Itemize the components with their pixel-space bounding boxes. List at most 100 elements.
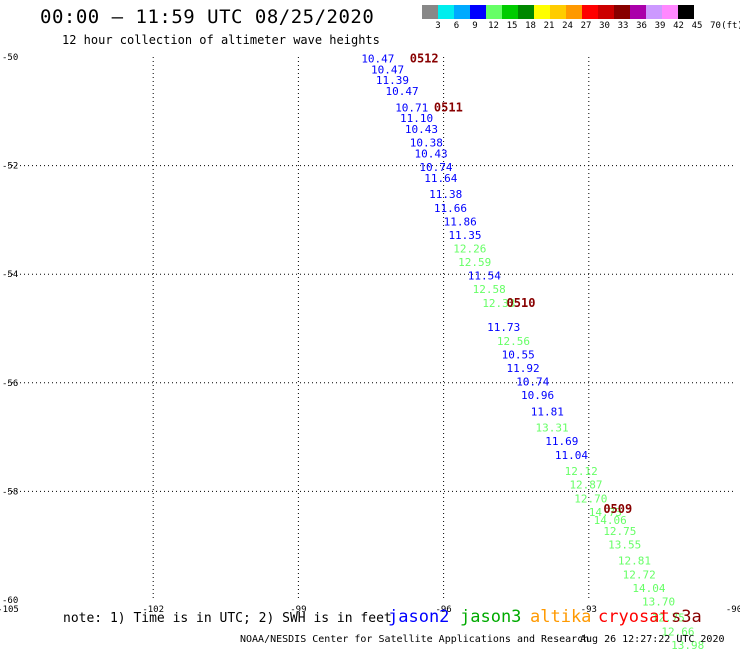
data-label-jason2: 10.71 <box>395 101 428 114</box>
color-scale-label: 70 <box>710 21 721 31</box>
data-label-jason3: 12.12 <box>565 465 598 478</box>
color-scale-swatch <box>422 5 438 19</box>
color-scale-swatch <box>646 5 662 19</box>
legend-jason3: jason3 <box>460 607 522 627</box>
color-scale-swatch <box>662 5 678 19</box>
data-label-jason2: 10.47 <box>386 85 419 98</box>
color-scale-swatch <box>614 5 630 19</box>
data-label-jason3: 12.75 <box>603 525 636 538</box>
data-label-jason2: 11.66 <box>434 202 467 215</box>
data-label-jason3: 13.70 <box>642 595 675 608</box>
data-label-jason2: 11.54 <box>468 270 501 283</box>
data-label-jason3: 14.73 <box>589 506 622 519</box>
color-scale-swatch <box>582 5 598 19</box>
color-scale-label: (ft) <box>721 21 740 31</box>
chart-subtitle: 12 hour collection of altimeter wave hei… <box>62 33 380 47</box>
color-scale-label: 21 <box>543 21 555 31</box>
data-label-jason2: 11.81 <box>531 405 564 418</box>
data-label-jason2: 11.64 <box>424 172 457 185</box>
color-scale-swatch <box>566 5 582 19</box>
color-scale-swatch <box>470 5 486 19</box>
y-tick-label: -58 <box>2 487 18 497</box>
data-label-jason3: 13.55 <box>608 538 641 551</box>
y-tick-label: -60 <box>2 596 18 606</box>
color-scale-swatch <box>518 5 534 19</box>
x-tick-label: -102 <box>142 605 164 615</box>
data-label-jason3: 12.26 <box>453 242 486 255</box>
data-label-jason2: 11.73 <box>487 321 520 334</box>
data-label-jason2: 11.69 <box>545 435 578 448</box>
color-scale-label: 45 <box>691 21 703 31</box>
legend-jason2: jason2 <box>388 607 450 627</box>
color-scale-label: 27 <box>580 21 592 31</box>
color-scale-label: 9 <box>472 21 478 31</box>
data-label-jason3: 12.59 <box>458 256 491 269</box>
time-marker-label: 0511 <box>434 100 463 114</box>
data-label-jason2: 10.74 <box>419 161 452 174</box>
data-label-jason3: 12.81 <box>618 555 651 568</box>
chart-title: 00:00 – 11:59 UTC 08/25/2020 <box>40 6 375 28</box>
data-label-jason3: 12.33 <box>482 297 515 310</box>
x-tick-label: -93 <box>581 605 597 615</box>
data-label-jason3: 12.66 <box>661 625 694 638</box>
color-scale-label: 36 <box>636 21 647 31</box>
color-scale-label: 3 <box>435 21 441 31</box>
color-scale-swatch <box>550 5 566 19</box>
color-scale <box>422 5 694 19</box>
x-tick-label: -96 <box>435 605 451 615</box>
color-scale-label: 24 <box>562 21 573 31</box>
color-scale-swatch <box>486 5 502 19</box>
data-label-jason2: 10.96 <box>521 389 554 402</box>
legend-altika: altika <box>530 607 592 627</box>
time-marker-label: 0509 <box>603 502 632 516</box>
data-label-jason2: 11.39 <box>376 74 409 87</box>
color-scale-label: 30 <box>599 21 610 31</box>
data-label-jason2: 11.35 <box>448 229 481 242</box>
x-tick-label: -90 <box>726 605 740 615</box>
data-label-jason2: 11.38 <box>429 188 462 201</box>
data-label-jason2: 10.47 <box>361 52 394 65</box>
color-scale-swatch <box>534 5 550 19</box>
data-label-jason3: 13.98 <box>671 639 704 650</box>
data-label-jason3: 12.58 <box>473 283 506 296</box>
footer-credit: NOAA/NESDIS Center for Satellite Applica… <box>240 634 590 645</box>
footer-timestamp: Aug 26 12:27:22 UTC 2020 <box>580 634 725 645</box>
data-label-jason3: 12.75 <box>652 612 685 625</box>
color-scale-label: 6 <box>453 21 460 31</box>
data-label-jason3: 13.31 <box>536 422 569 435</box>
x-tick-label: -99 <box>290 605 306 615</box>
y-tick-label: -52 <box>2 162 18 172</box>
legend-s3a: s3a <box>671 607 702 627</box>
data-label-jason3: 12.72 <box>623 568 656 581</box>
color-scale-label: 33 <box>617 21 629 31</box>
color-scale-label: 42 <box>673 21 684 31</box>
data-label-jason3: 12.70 <box>574 492 607 505</box>
color-scale-swatch <box>678 5 694 19</box>
color-scale-swatch <box>454 5 470 19</box>
time-marker-label: 0512 <box>410 51 439 65</box>
data-label-jason2: 10.74 <box>516 376 549 389</box>
y-tick-label: -56 <box>2 379 18 389</box>
y-tick-label: -54 <box>2 270 18 280</box>
data-label-jason2: 10.43 <box>415 147 448 160</box>
data-label-jason3: 12.56 <box>497 335 530 348</box>
color-scale-label: 15 <box>506 21 518 31</box>
legend-note: note: 1) Time is in UTC; 2) SWH is in fe… <box>63 611 392 626</box>
data-label-jason2: 11.86 <box>444 215 477 228</box>
color-scale-label: 12 <box>488 21 499 31</box>
color-scale-swatch <box>438 5 454 19</box>
data-label-jason2: 10.55 <box>502 348 535 361</box>
legend-cryosat: cryosat <box>598 607 670 627</box>
time-marker-label: 0510 <box>507 296 536 310</box>
color-scale-swatch <box>598 5 614 19</box>
color-scale-swatch <box>630 5 646 19</box>
color-scale-label: 18 <box>525 21 536 31</box>
color-scale-swatch <box>502 5 518 19</box>
data-label-jason2: 10.38 <box>410 137 443 150</box>
x-tick-label: -105 <box>0 605 19 615</box>
data-label-jason2: 11.92 <box>507 362 540 375</box>
data-label-jason2: 11.04 <box>555 449 588 462</box>
